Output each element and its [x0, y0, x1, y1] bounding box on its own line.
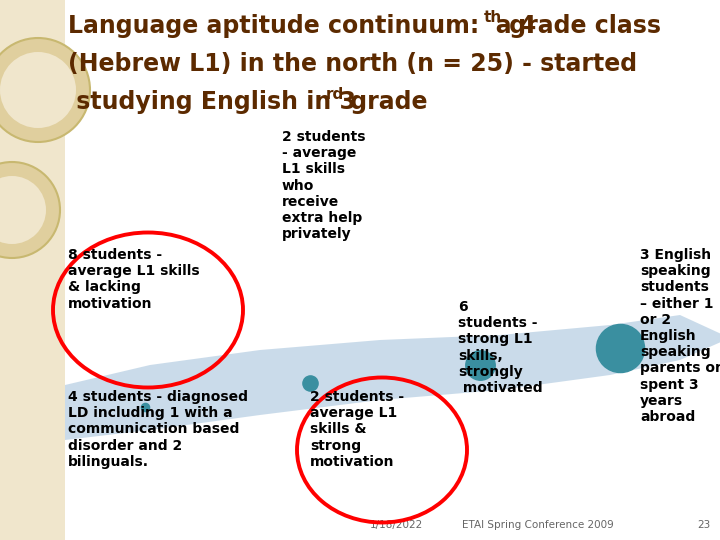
- Point: [139, 403, 150, 411]
- Bar: [0, 0, 65, 540]
- Text: studying English in 3: studying English in 3: [68, 90, 356, 114]
- Text: 2 students -
average L1
skills &
strong
motivation: 2 students - average L1 skills & strong …: [310, 390, 404, 469]
- Text: 8 students -
average L1 skills
& lacking
motivation: 8 students - average L1 skills & lacking…: [68, 248, 199, 310]
- Text: 3 English
speaking
students
– either 1
or 2
English
speaking
parents or
spent 3
: 3 English speaking students – either 1 o…: [640, 248, 720, 424]
- Text: Language aptitude continuum:  a 4: Language aptitude continuum: a 4: [68, 14, 536, 38]
- Polygon shape: [65, 315, 720, 440]
- Text: 6
students -
strong L1
skills,
strongly
 motivated: 6 students - strong L1 skills, strongly …: [458, 300, 543, 395]
- Point: [614, 343, 626, 352]
- Text: 1/18/2022: 1/18/2022: [370, 520, 423, 530]
- Point: [305, 379, 316, 387]
- Circle shape: [0, 52, 76, 128]
- Text: ETAI Spring Conference 2009: ETAI Spring Conference 2009: [462, 520, 613, 530]
- Circle shape: [0, 38, 90, 142]
- Text: (Hebrew L1) in the north (n = 25) - started: (Hebrew L1) in the north (n = 25) - star…: [68, 52, 637, 76]
- Text: 4 students - diagnosed
LD including 1 with a
communication based
disorder and 2
: 4 students - diagnosed LD including 1 wi…: [68, 390, 248, 469]
- Circle shape: [0, 162, 60, 258]
- Point: [474, 361, 486, 369]
- Text: 23: 23: [697, 520, 710, 530]
- Text: rd: rd: [326, 87, 344, 102]
- Text: grade class: grade class: [501, 14, 661, 38]
- Text: th: th: [484, 10, 503, 25]
- Text: 2 students
- average
L1 skills
who
receive
extra help
privately: 2 students - average L1 skills who recei…: [282, 130, 366, 241]
- Text: grade: grade: [342, 90, 428, 114]
- Circle shape: [0, 176, 46, 244]
